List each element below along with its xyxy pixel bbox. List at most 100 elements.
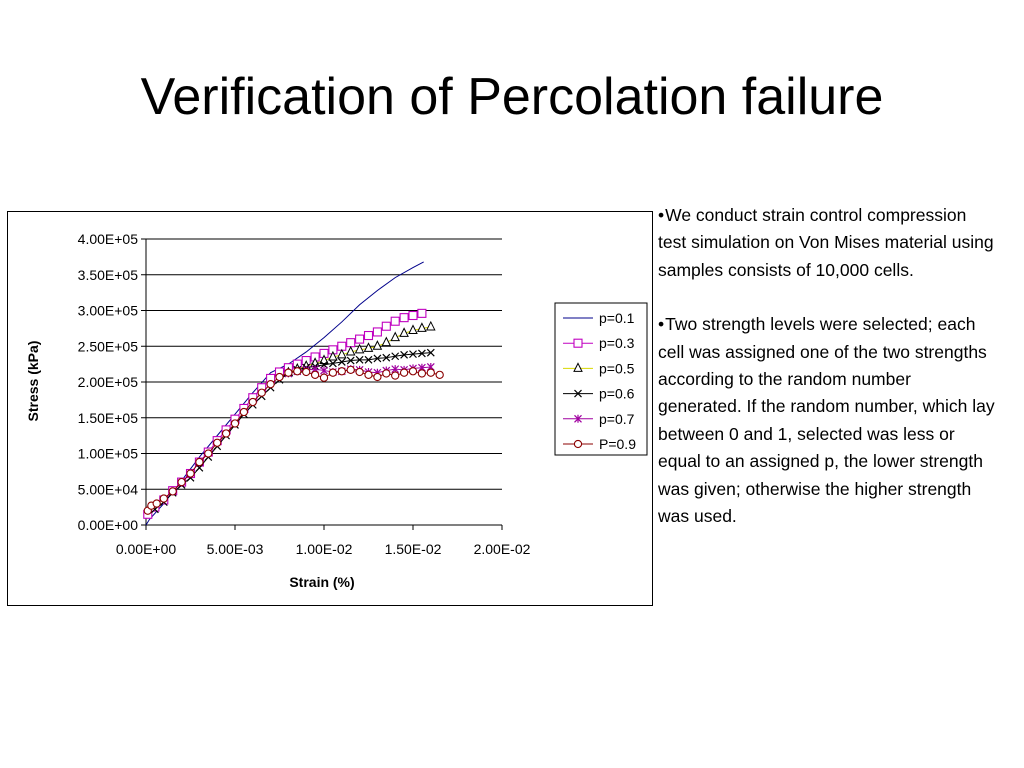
series-line: [145, 261, 424, 526]
data-point: [417, 349, 426, 358]
stress-strain-chart: 0.00E+00 5.00E+04 1.00E+05 1.50E+05 2.00E+05…: [25, 231, 648, 590]
data-point: [417, 308, 427, 318]
legend-label: P=0.9: [599, 436, 636, 452]
legend-swatch-marker: [573, 439, 583, 449]
data-point: [390, 316, 400, 326]
data-point: [337, 358, 346, 366]
data-point: [195, 457, 204, 467]
y-tick-label: 2.50E+05: [78, 338, 139, 354]
data-series: [143, 261, 444, 526]
legend-entry: p=0.7: [563, 411, 635, 427]
x-tick-label: 5.00E-03: [207, 541, 264, 557]
data-point: [355, 367, 364, 377]
data-point: [186, 469, 195, 478]
y-tick-label: 0.00E+00: [78, 517, 139, 533]
axes: [141, 238, 503, 530]
y-tick-label: 5.00E+04: [78, 481, 139, 497]
tick-labels: 0.00E+00 5.00E+04 1.00E+05 1.50E+05 2.00E+05…: [78, 231, 531, 557]
data-point: [417, 322, 427, 332]
x-tick-label: 1.50E-02: [385, 541, 442, 557]
data-point: [372, 327, 382, 337]
series-line: [147, 312, 423, 515]
y-tick-label: 3.50E+05: [78, 267, 139, 283]
data-point: [408, 310, 418, 321]
data-point: [399, 368, 409, 377]
y-tick-label: 4.00E+05: [78, 231, 139, 247]
series-p-0-9: [143, 365, 444, 515]
legend-label: p=0.5: [599, 360, 635, 376]
data-point: [391, 371, 400, 380]
legend-swatch-marker: [574, 414, 582, 423]
x-tick-label: 2.00E-02: [474, 541, 531, 557]
legend-entry: p=0.6: [563, 386, 635, 402]
data-point: [417, 369, 427, 378]
data-point: [399, 313, 409, 323]
data-point: [390, 331, 401, 342]
data-point: [381, 336, 392, 347]
notes-text: •We conduct strain control compression t…: [658, 202, 998, 557]
legend-entry: P=0.9: [563, 436, 636, 452]
legend-label: p=0.6: [599, 386, 635, 402]
data-point: [408, 367, 418, 376]
data-point: [319, 373, 329, 382]
data-point: [257, 388, 266, 397]
data-point: [364, 355, 373, 364]
data-point: [275, 372, 284, 382]
data-point: [221, 429, 231, 438]
data-point: [364, 370, 373, 379]
data-point: [168, 487, 177, 496]
data-point: [372, 340, 383, 350]
data-point: [319, 354, 329, 365]
y-tick-label: 1.50E+05: [78, 410, 139, 426]
data-point: [382, 369, 391, 378]
note-paragraph-1: •We conduct strain control compression t…: [658, 202, 998, 284]
series-p-0-3: [143, 308, 427, 519]
x-axis-title: Strain (%): [289, 574, 354, 590]
data-point: [355, 355, 364, 364]
legend-label: p=0.1: [599, 310, 635, 326]
data-point: [336, 348, 347, 359]
data-point: [382, 353, 391, 362]
data-point: [328, 368, 338, 377]
legend-entry: p=0.1: [563, 310, 635, 326]
data-point: [425, 320, 436, 331]
data-point: [239, 407, 249, 417]
data-point: [373, 354, 382, 363]
data-point: [363, 342, 374, 352]
chart-frame: 0.00E+00 5.00E+04 1.00E+05 1.50E+05 2.00E+05…: [7, 211, 653, 606]
slide-title: Verification of Percolation failure: [140, 68, 884, 126]
y-tick-label: 1.00E+05: [78, 446, 139, 462]
data-point: [346, 365, 355, 374]
note-text-2: Two strength levels were selected; each …: [658, 314, 995, 527]
series-p-0-1: [145, 261, 424, 526]
legend-swatch-marker: [573, 362, 583, 372]
data-point: [248, 397, 257, 407]
data-point: [337, 367, 346, 376]
data-point: [346, 338, 356, 348]
data-point: [320, 366, 328, 375]
legend-label: p=0.7: [599, 411, 635, 427]
data-point: [408, 324, 418, 335]
data-point: [320, 360, 328, 369]
legend-box: [554, 302, 648, 456]
data-point: [409, 350, 417, 359]
data-point: [435, 370, 444, 379]
data-point: [328, 359, 337, 368]
legend-swatch-marker: [573, 338, 583, 348]
data-point: [354, 343, 365, 354]
data-point: [302, 367, 311, 377]
data-point: [426, 368, 435, 377]
data-point: [400, 350, 409, 359]
data-point: [266, 379, 275, 389]
data-point: [152, 499, 161, 508]
y-tick-label: 2.00E+05: [78, 374, 139, 390]
data-point: [346, 356, 355, 365]
data-point: [345, 345, 356, 356]
data-point: [284, 368, 293, 377]
data-point: [399, 327, 409, 337]
bullet-mark: •: [658, 314, 665, 335]
note-paragraph-2: •Two strength levels were selected; each…: [658, 311, 998, 530]
data-point: [204, 449, 213, 458]
x-tick-label: 0.00E+00: [116, 541, 177, 557]
data-point: [310, 370, 320, 379]
